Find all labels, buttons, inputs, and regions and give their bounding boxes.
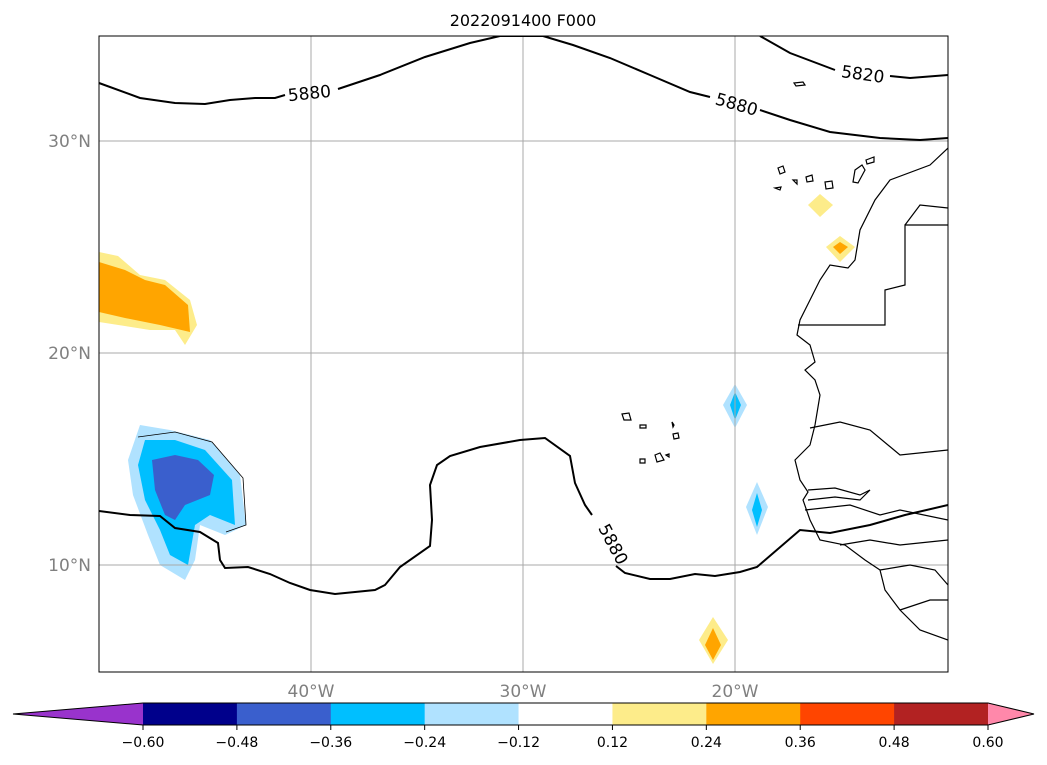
colorbar-segment bbox=[236, 703, 332, 725]
colorbar-tick-label: 0.24 bbox=[691, 735, 722, 751]
figure-title: 2022091400 F000 bbox=[450, 11, 597, 30]
anomaly-cluster-east bbox=[808, 194, 833, 217]
map-area: 5880 5880 5880 5820 bbox=[99, 36, 948, 672]
colorbar-tick-label: −0.36 bbox=[309, 735, 352, 751]
colorbar-extend-high bbox=[988, 703, 1034, 725]
colorbar-tick-label: 0.48 bbox=[879, 735, 910, 751]
islands bbox=[621, 81, 875, 464]
colorbar: −0.60 −0.48 −0.36 −0.24 −0.12 0.12 0.24 0.36 0.4… bbox=[12, 702, 1035, 751]
contour-5880-south bbox=[99, 436, 948, 596]
colorbar-tick-label: −0.60 bbox=[122, 735, 165, 751]
colorbar-segment bbox=[330, 703, 426, 725]
land-borders bbox=[798, 224, 948, 326]
colorbar-segment bbox=[424, 703, 520, 725]
contour-label: 5880 bbox=[713, 90, 760, 121]
lon-label-20w: 20°W bbox=[712, 682, 759, 702]
contour-5820 bbox=[759, 36, 948, 80]
colorbar-segment bbox=[518, 703, 613, 725]
colorbar-segment bbox=[143, 703, 238, 725]
colorbar-segment bbox=[706, 703, 801, 725]
lon-label-40w: 40°W bbox=[288, 682, 335, 702]
lat-label-20n: 20°N bbox=[48, 344, 91, 364]
colorbar-tick-label: 0.12 bbox=[597, 735, 628, 751]
madeira-island bbox=[792, 81, 807, 87]
lon-label-30w: 30°W bbox=[500, 682, 547, 702]
shaded-anomaly-fields bbox=[99, 194, 855, 664]
height-contours bbox=[99, 36, 948, 596]
colorbar-tick-label: −0.12 bbox=[497, 735, 540, 751]
colorbar-segment bbox=[894, 703, 989, 725]
africa-coastline bbox=[794, 147, 948, 641]
contour-label: 5880 bbox=[593, 521, 631, 569]
canary-islands bbox=[772, 156, 875, 191]
map-frame bbox=[98, 35, 949, 673]
coastlines bbox=[794, 147, 948, 641]
colorbar-segment bbox=[612, 703, 707, 725]
colorbar-segment bbox=[800, 703, 895, 725]
gridlines bbox=[99, 36, 948, 672]
colorbar-tick-label: 0.36 bbox=[785, 735, 816, 751]
colorbar-extend-low bbox=[13, 703, 143, 725]
colorbar-tick-label: −0.48 bbox=[215, 735, 258, 751]
contour-5880-north bbox=[99, 36, 948, 142]
cabo-verde-islands bbox=[621, 412, 680, 464]
colorbar-tick-label: −0.24 bbox=[403, 735, 446, 751]
colorbar-tick-label: 0.60 bbox=[972, 735, 1003, 751]
contour-label: 5880 bbox=[287, 82, 332, 106]
contour-label: 5820 bbox=[840, 62, 886, 88]
lat-label-30n: 30°N bbox=[48, 132, 91, 152]
lat-label-10n: 10°N bbox=[48, 556, 91, 576]
